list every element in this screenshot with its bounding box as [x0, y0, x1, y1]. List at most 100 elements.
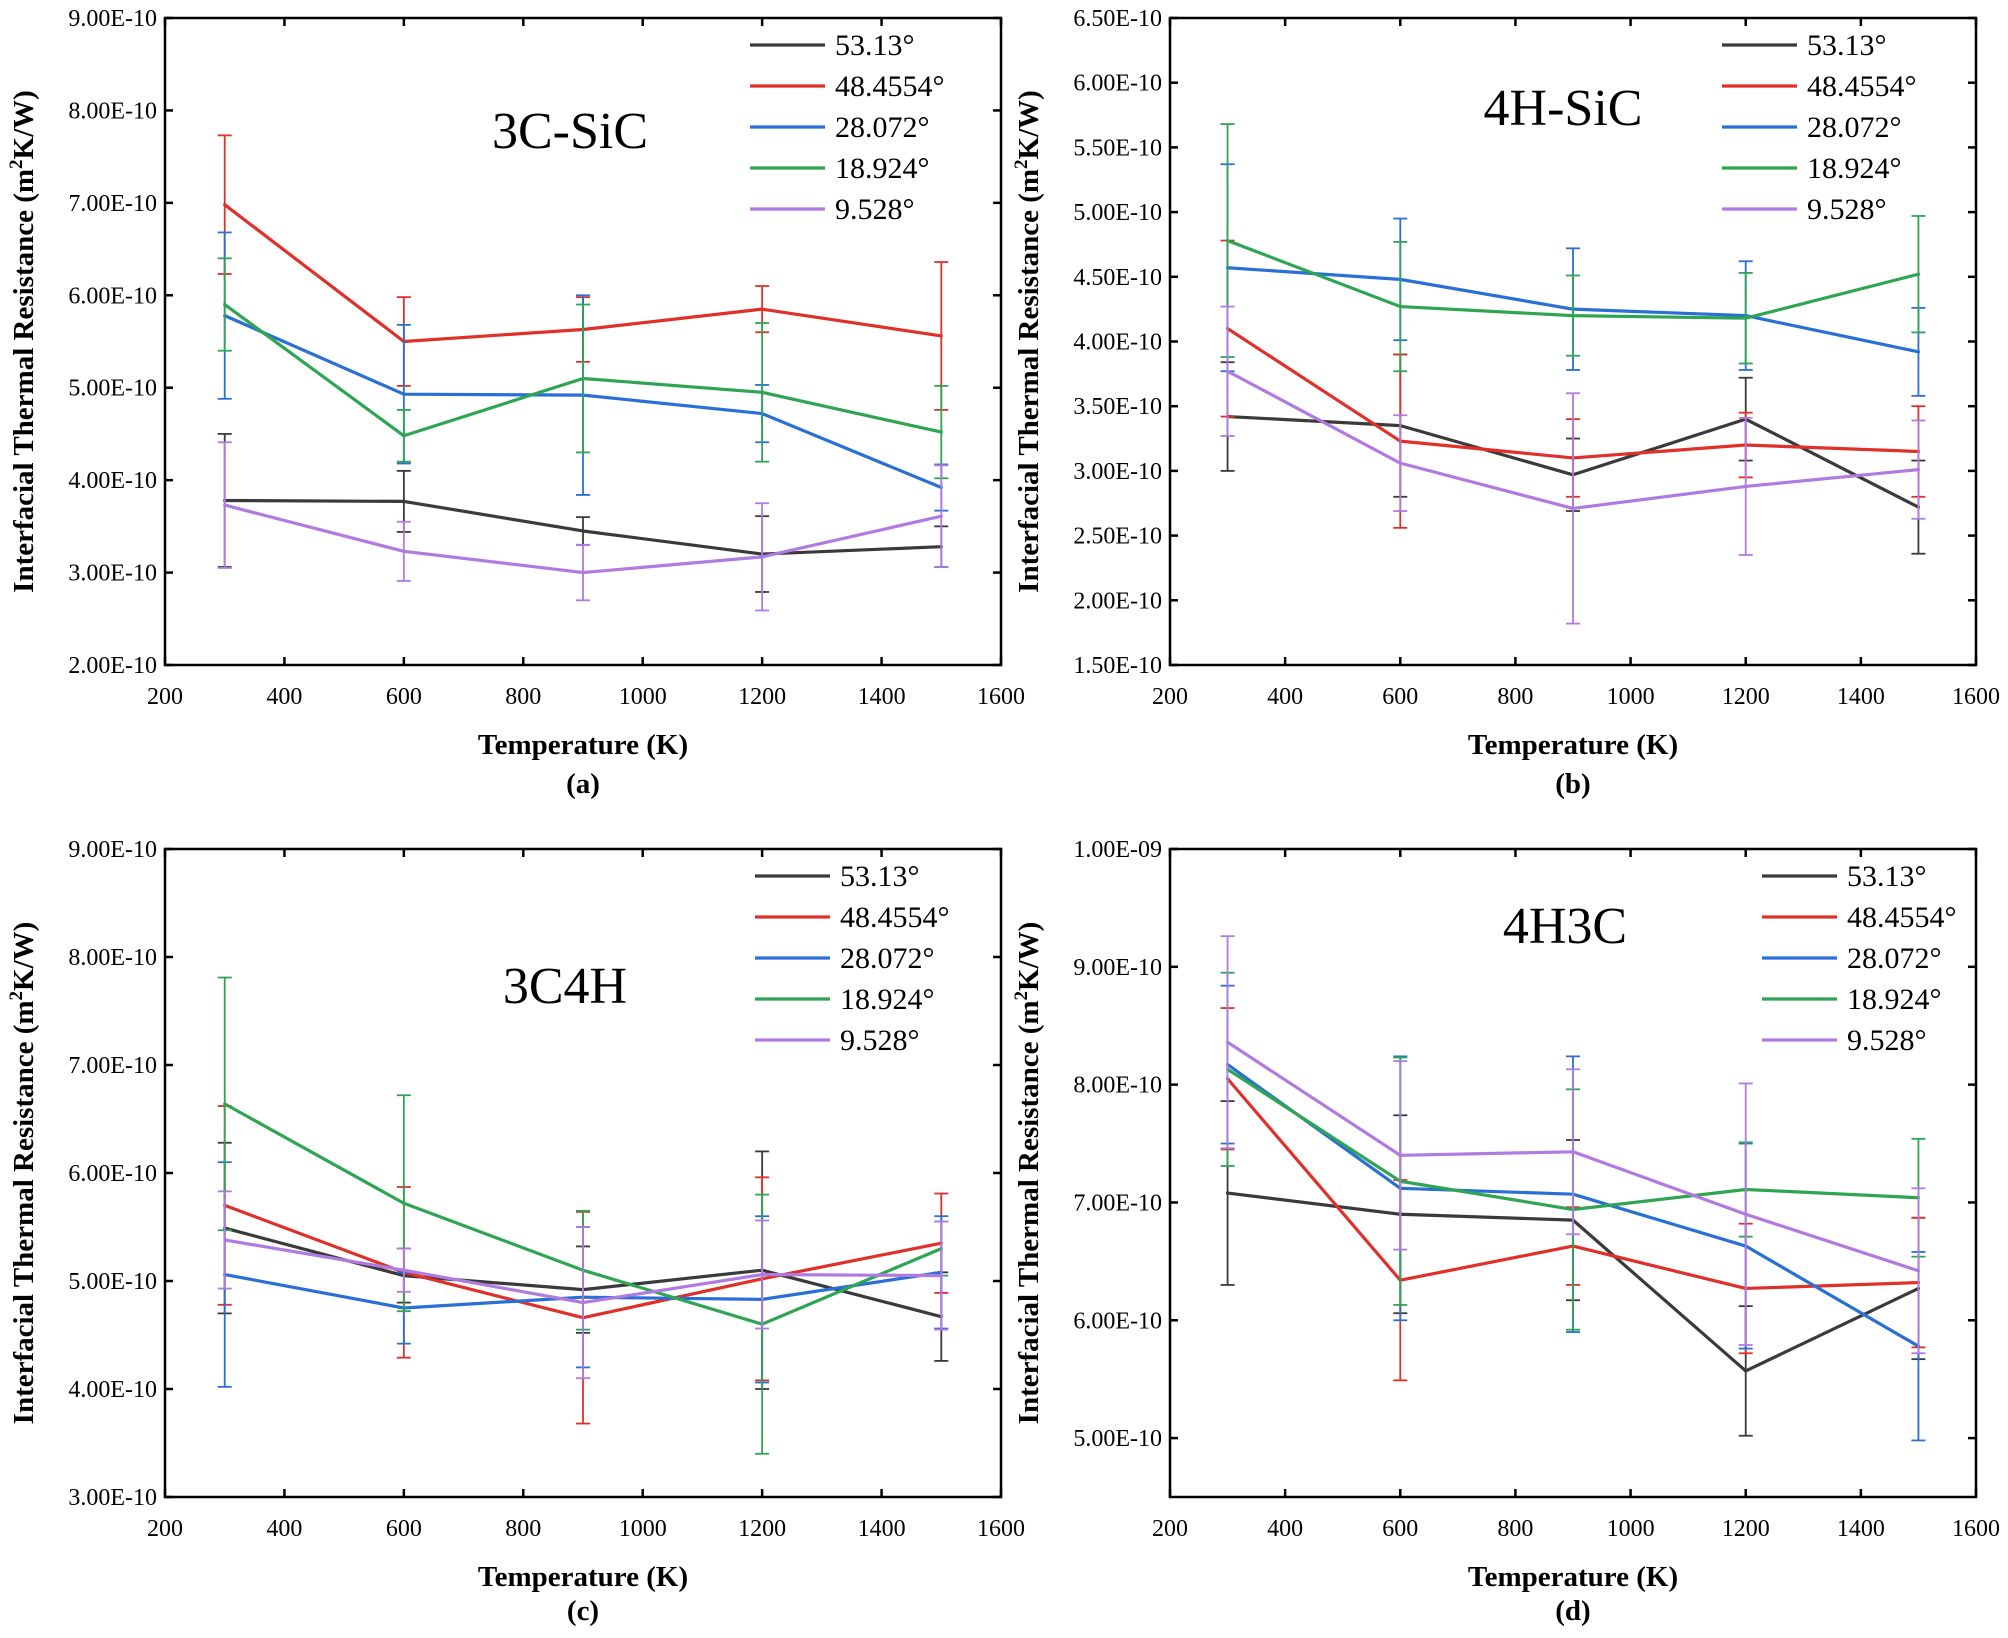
x-tick-label: 600 — [386, 1516, 422, 1542]
y-tick-label: 3.00E-10 — [68, 1485, 157, 1511]
data-point — [1916, 468, 1921, 472]
chart-panel-4: 200 400 600 800 1000 1200 1400 1600 5.00E-10 6.00… — [1011, 837, 2000, 1627]
x-tick-label: 800 — [505, 684, 541, 710]
x-tick-label: 400 — [266, 1516, 302, 1542]
y-axis-title-main: Interfacial Thermal Resistance (m — [1013, 1000, 1045, 1424]
chart-panel-2: 200 400 600 800 1000 1200 1400 1600 1.50E-10 2.00… — [1011, 6, 2000, 800]
x-tick-label: 1400 — [858, 684, 906, 710]
x-tick-label: 1400 — [1837, 684, 1885, 710]
x-tick-label: 1200 — [1722, 1516, 1770, 1542]
legend-label: 9.528° — [840, 1024, 920, 1057]
data-point — [1744, 484, 1748, 489]
y-tick-label: 1.50E-10 — [1073, 653, 1162, 679]
legend-label: 28.072° — [1847, 942, 1942, 975]
y-tick-label: 4.00E-10 — [1073, 330, 1162, 356]
y-tick-label: 4.50E-10 — [1073, 265, 1162, 291]
data-point — [1571, 314, 1575, 318]
data-point — [581, 1301, 585, 1305]
x-tick-label: 1600 — [977, 684, 1025, 710]
x-tick-label: 200 — [147, 1516, 183, 1542]
y-tick-label: 5.00E-10 — [1073, 1426, 1162, 1452]
y-tick-label: 2.50E-10 — [1073, 524, 1162, 550]
x-tick-label: 1600 — [1952, 1516, 2000, 1542]
y-axis-title-superscript: 2 — [1011, 159, 1032, 169]
legend-label: 9.528° — [835, 193, 915, 226]
x-axis-title: Temperature (K) — [478, 729, 688, 761]
y-axis-title-end: K/W) — [1013, 90, 1045, 159]
x-tick-label: 1200 — [738, 684, 786, 710]
series-9-528- — [217, 1190, 949, 1380]
legend-label: 28.072° — [835, 111, 930, 144]
legend-label: 18.924° — [835, 152, 930, 185]
legend-label: 53.13° — [1807, 29, 1887, 62]
y-tick-label: 6.00E-10 — [68, 283, 157, 309]
data-point — [223, 503, 227, 507]
y-tick-label: 5.00E-10 — [68, 376, 157, 402]
x-tick-label: 1600 — [1952, 684, 2000, 710]
data-point — [223, 302, 227, 307]
data-point — [402, 549, 406, 553]
x-tick-label: 1200 — [1722, 684, 1770, 710]
x-tick-label: 200 — [1152, 684, 1188, 710]
x-tick-label: 1600 — [977, 1516, 1025, 1542]
y-tick-label: 8.00E-10 — [1073, 1073, 1162, 1099]
data-point — [1571, 506, 1575, 511]
y-axis-title-main: Interfacial Thermal Resistance (m — [8, 1000, 40, 1424]
legend-label: 9.528° — [1807, 193, 1887, 226]
y-tick-label: 4.00E-10 — [68, 468, 157, 494]
y-axis-title-end: K/W) — [1013, 922, 1045, 991]
x-tick-label: 800 — [505, 1516, 541, 1542]
x-tick-label: 600 — [1382, 684, 1418, 710]
data-point — [939, 1274, 943, 1278]
data-point — [1398, 304, 1402, 309]
series-9-528- — [217, 441, 949, 612]
x-tick-label: 400 — [266, 684, 302, 710]
x-tick-label: 1000 — [1607, 1516, 1655, 1542]
panel-title: 3C-SiC — [492, 103, 648, 160]
data-point — [1571, 1150, 1575, 1154]
x-tick-label: 1000 — [619, 1516, 667, 1542]
data-point — [760, 390, 764, 394]
y-tick-label: 5.00E-10 — [1073, 200, 1162, 226]
data-point — [939, 514, 943, 518]
y-tick-label: 6.00E-10 — [1073, 1308, 1162, 1334]
x-tick-label: 200 — [1152, 1516, 1188, 1542]
x-tick-label: 1000 — [619, 684, 667, 710]
y-axis-title-superscript: 2 — [1011, 991, 1032, 1001]
x-tick-label: 800 — [1497, 684, 1533, 710]
data-point — [939, 430, 943, 434]
series-9-528- — [1220, 305, 1926, 625]
y-tick-label: 3.00E-10 — [68, 561, 157, 587]
legend-label: 53.13° — [835, 29, 915, 62]
x-axis-title: Temperature (K) — [1468, 1561, 1678, 1593]
legend-label: 9.528° — [1847, 1024, 1927, 1057]
x-tick-label: 800 — [1497, 1516, 1533, 1542]
data-point — [581, 570, 585, 575]
legend-label: 18.924° — [840, 983, 935, 1016]
legend-label: 48.4554° — [840, 901, 950, 934]
legend-label: 53.13° — [1847, 860, 1927, 893]
x-axis-title: Temperature (K) — [478, 1561, 688, 1593]
panel-label: (b) — [1555, 768, 1590, 800]
y-axis-title-main: Interfacial Thermal Resistance (m — [8, 169, 40, 593]
data-point — [1916, 1269, 1921, 1273]
data-point — [223, 1102, 227, 1106]
y-tick-label: 9.00E-10 — [68, 6, 157, 32]
y-axis-title: Interfacial Thermal Resistance (m2K/W) — [1011, 90, 1045, 593]
data-point — [402, 392, 406, 396]
data-point — [402, 1201, 406, 1205]
data-point — [1916, 350, 1921, 354]
legend-label: 18.924° — [1807, 152, 1902, 185]
panel-label: (a) — [566, 768, 600, 800]
legend-label: 48.4554° — [1807, 70, 1917, 103]
legend: 53.13° 48.4554° 28.072° 18.924° 9.528° — [750, 29, 945, 226]
x-tick-label: 600 — [386, 684, 422, 710]
data-point — [1225, 1191, 1230, 1195]
y-tick-label: 2.00E-10 — [1073, 588, 1162, 614]
x-tick-label: 400 — [1267, 1516, 1303, 1542]
y-tick-label: 7.00E-10 — [68, 191, 157, 217]
y-tick-label: 6.00E-10 — [1073, 71, 1162, 97]
y-tick-label: 2.00E-10 — [68, 653, 157, 679]
legend-label: 53.13° — [840, 860, 920, 893]
